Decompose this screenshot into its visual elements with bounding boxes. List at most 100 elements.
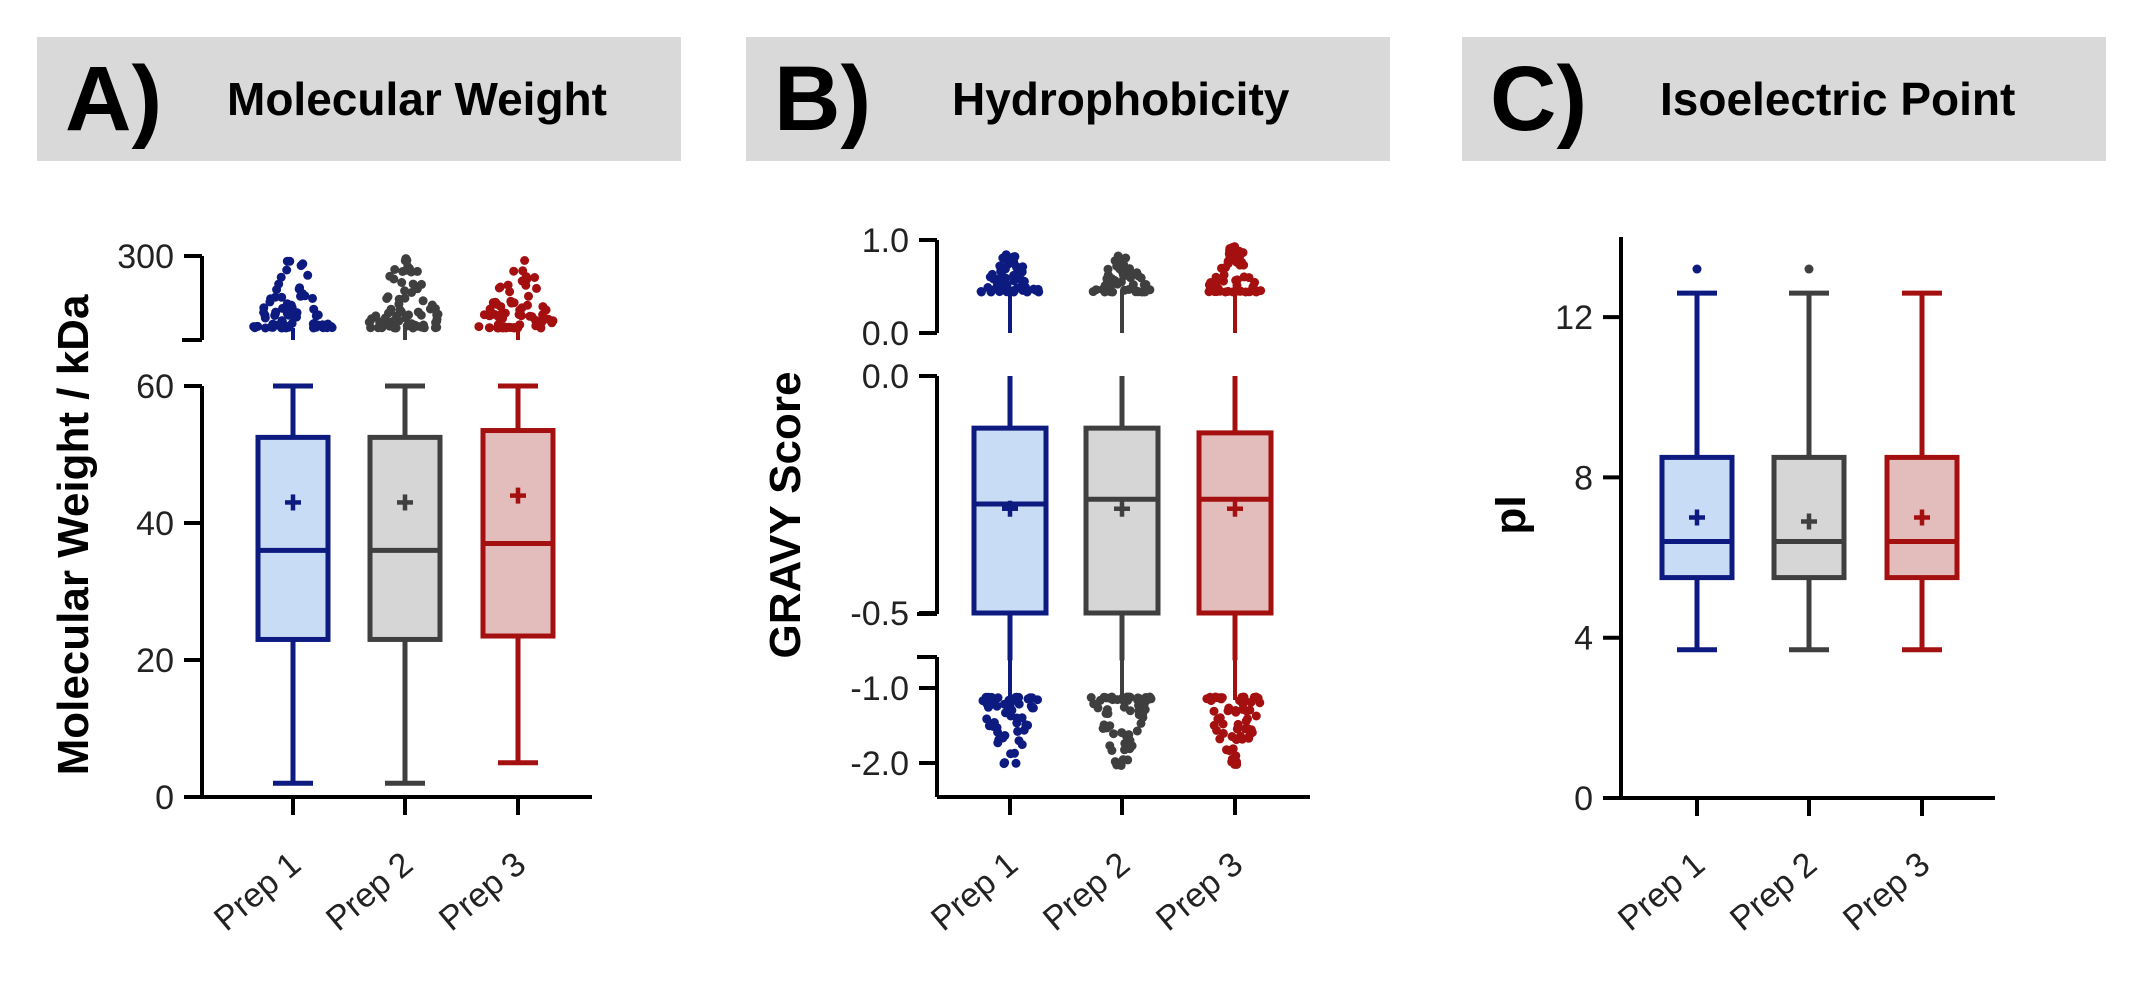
panel-a-prep1-outlier-point — [277, 292, 287, 302]
panel-c-ytick-label: 8 — [1574, 459, 1593, 497]
panel-a-prep3-outlier-point — [495, 282, 505, 292]
panel-a-prep1-outlier-point — [298, 289, 307, 299]
panel-b-prep3-lower-outliers — [1202, 692, 1265, 769]
panel-b-prep1-lower-outlier-point — [993, 738, 1003, 748]
panel-a-xtick-label: Prep 1 — [207, 845, 308, 939]
panel-b-prep2-lower-outlier-point — [1118, 755, 1128, 765]
panel-b-prep2-upper-outlier-point — [1141, 280, 1151, 289]
panel-a-prep2-box — [367, 434, 443, 642]
panel-b-prep1-upper-outlier-point — [1002, 280, 1012, 290]
panel-c-ytick-label: 4 — [1574, 620, 1593, 658]
panel-b-prep1-lower-outlier-point — [993, 727, 1003, 737]
panel-a-prep1-outlier-point — [327, 323, 337, 333]
panel-a-prep1-outlier-point — [282, 309, 292, 318]
panel-b-prep3-lower-outlier-point — [1232, 760, 1242, 769]
panel-b-prep3-lower-outlier-point — [1237, 734, 1247, 744]
panel-b-prep1-lower-outlier-point — [1028, 703, 1038, 713]
panel-b-prep1-lower-outlier-point — [1012, 713, 1022, 723]
panel-b-prep1-lower-outlier-point — [1000, 758, 1010, 768]
panel-a-ytick-label: 20 — [136, 642, 174, 680]
panel-a-prep2-outlier-point — [402, 255, 412, 265]
panel-b-prep3-upper-outlier-point — [1239, 260, 1249, 270]
panel-b-prep3-lower-outlier-point — [1251, 711, 1261, 721]
panel-b-prep1-lower-outlier-point — [1025, 693, 1035, 703]
panel-b-prep2-lower-outliers — [1086, 692, 1156, 770]
panel-a-prep3-outlier-point — [521, 280, 531, 290]
panel-b-ytick-label: 1.0 — [862, 222, 909, 260]
panel-b-prep3-lower-outlier-point — [1212, 725, 1222, 735]
panel-b-prep3-upper-outlier-point — [1211, 272, 1221, 282]
panel-a-prep1-outlier-point — [308, 293, 317, 303]
panel-c-prep1-outlier-point — [1692, 264, 1702, 274]
panel-a-prep3-outlier-point — [527, 312, 537, 322]
panel-a-prep3-outlier-point — [524, 291, 533, 301]
panel-a-prep3-outlier-point — [523, 300, 532, 310]
panel-b-prep3-lower-outlier-point — [1253, 693, 1263, 703]
panel-a-prep1-outlier-point — [272, 320, 282, 330]
panel-b-prep3-upper-outlier-point — [1231, 286, 1241, 296]
panel-a-prep2-outlier-point — [400, 286, 410, 296]
panel-a-prep3-outlier-point — [516, 311, 526, 321]
panel-a-prep2-outlier-point — [427, 300, 437, 310]
panel-a-prep1-box — [255, 434, 331, 642]
panel-a-prep2-outlier-point — [394, 299, 404, 309]
panel-b-prep2-upper-outlier-point — [1114, 256, 1124, 266]
panel-a-prep2-outlier-point — [367, 314, 377, 324]
panel-a-prep1-outlier-point — [270, 309, 280, 319]
panel-a-prep2-outliers — [364, 254, 443, 333]
panel-b-prep1-lower-outlier-point — [1021, 720, 1031, 730]
panel-a-prep3-box — [480, 428, 556, 639]
panel-b-prep3-upper-outlier-point — [1256, 286, 1266, 296]
panel-a-prep1-outlier-point — [282, 265, 292, 275]
panel-a-prep3-outlier-point — [520, 256, 530, 265]
panel-b-prep2-lower-outlier-point — [1123, 695, 1133, 705]
panel-a-prep3-outlier-point — [513, 323, 523, 333]
panel-b-prep3-lower-outlier-point — [1228, 744, 1238, 754]
panel-b-prep2-upper-outlier-point — [1102, 274, 1112, 284]
panel-b-prep1-lower-outlier-point — [982, 714, 992, 724]
panel-b-ytick-label: 0.0 — [862, 315, 909, 353]
panel-c-title: Isoelectric Point — [1660, 73, 2016, 125]
panel-a-prep1-outlier-point — [265, 297, 275, 307]
panel-a-prep2-outlier-point — [375, 317, 385, 327]
panel-a-ytick-label: 60 — [136, 368, 174, 406]
panel-b-ytick-label: 0.0 — [862, 358, 909, 396]
panel-a-header: A) Molecular Weight — [37, 37, 681, 161]
panel-a-prep2-outlier-point — [412, 266, 422, 276]
panel-b-prep3-upper-outlier-point — [1227, 243, 1237, 252]
panel-b-prep2-upper-outlier-point — [1091, 285, 1101, 295]
panel-b-prep1-lower-outlier-point — [999, 699, 1009, 709]
panel-b-prep3-upper-outlier-point — [1231, 275, 1241, 285]
panel-a-prep3-outlier-point — [518, 266, 528, 276]
panel-b-prep1-lower-outlier-point — [992, 701, 1002, 711]
panel-b-prep1-upper-outlier-point — [976, 287, 986, 297]
panel-b-prep1-lower-outlier-point — [985, 693, 995, 703]
panel-a-prep2-outlier-point — [390, 265, 400, 274]
panel-b-prep3-lower-outlier-point — [1218, 728, 1228, 738]
panel-a-prep2-outlier-point — [407, 319, 416, 329]
panel-b-header: B) Hydrophobicity — [746, 37, 1390, 161]
panel-b-prep1-upper-outlier-point — [1019, 276, 1029, 286]
panel-b-prep2-lower-outlier-point — [1105, 741, 1115, 751]
panel-b-prep2-upper-outlier-point — [1103, 264, 1113, 274]
panel-a-prep3-outlier-point — [486, 308, 496, 318]
panel-a-prep2-outlier-point — [417, 322, 426, 332]
panel-a-ytick-label: 40 — [136, 505, 174, 543]
panel-b-prep2-lower-outlier-point — [1145, 692, 1155, 702]
panel-c-xtick-label: Prep 2 — [1723, 845, 1824, 939]
panel-a-prep1-outlier-point — [274, 279, 284, 289]
panel-b-prep1-upper-outlier-point — [995, 284, 1005, 294]
panel-a-prep2-outlier-point — [404, 310, 414, 320]
panel-a-prep3-outlier-point — [485, 323, 495, 333]
panel-b-prep3-upper-outliers — [1204, 242, 1266, 297]
panel-b-prep2-lower-outlier-point — [1139, 699, 1149, 709]
panel-c-ylabel: pI — [1486, 495, 1535, 534]
panel-a-prep3-outlier-point — [474, 322, 484, 332]
panel-b-prep1-lower-outlier-point — [1000, 731, 1010, 740]
panel-a-prep1-outlier-point — [287, 319, 297, 328]
panel-b-prep2-lower-outlier-point — [1134, 710, 1144, 720]
panel-a-prep3-outlier-point — [509, 266, 519, 276]
panel-b-prep1-upper-outlier-point — [1010, 252, 1020, 262]
panel-b-prep3-upper-outlier-point — [1205, 283, 1215, 293]
